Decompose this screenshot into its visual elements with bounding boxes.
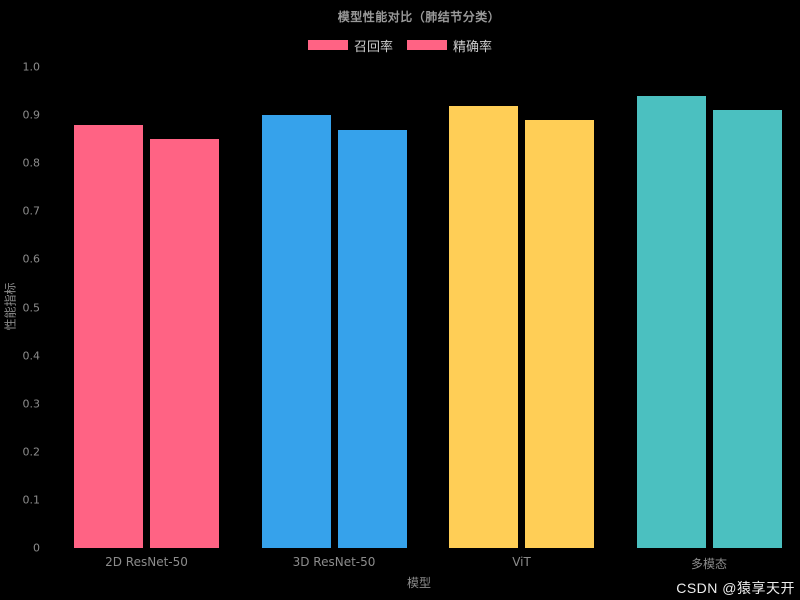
bar — [261, 115, 331, 548]
y-tick-label: 0.5 — [22, 301, 41, 314]
y-tick-label: 0.3 — [22, 397, 41, 411]
y-tick-label: 1.0 — [22, 60, 41, 74]
y-tick-label: 0.4 — [22, 349, 41, 363]
bar — [712, 110, 782, 548]
x-tick-label: ViT — [512, 555, 531, 569]
legend-label-precision: 精确率 — [453, 39, 493, 55]
watermark: CSDN @猿享天开 — [676, 580, 795, 596]
y-tick-label: 0.8 — [22, 156, 41, 170]
legend-item-recall: 召回率 — [307, 36, 393, 55]
x-tick-label: 多模态 — [690, 557, 728, 571]
legend-swatch-precision — [407, 40, 447, 50]
bar — [150, 139, 219, 548]
legend: 召回率 精确率 — [0, 36, 800, 55]
plot-area — [48, 67, 790, 548]
y-tick-label: 0 — [33, 541, 40, 555]
chart-title: 模型性能对比（肺结节分类） — [337, 10, 501, 24]
bar — [636, 95, 706, 548]
x-tick-label: 2D ResNet-50 — [105, 555, 188, 569]
legend-swatch-recall — [307, 40, 348, 50]
bar — [74, 124, 143, 548]
y-tick-label: 0.2 — [22, 445, 41, 459]
legend-label-recall: 召回率 — [353, 39, 393, 55]
bar — [449, 105, 518, 548]
bar — [525, 119, 594, 548]
y-tick-label: 0.6 — [22, 252, 41, 266]
bar — [337, 129, 407, 548]
x-axis-label: 模型 — [406, 576, 431, 590]
y-tick-label: 0.1 — [22, 493, 41, 507]
x-tick-label: 3D ResNet-50 — [292, 555, 376, 569]
y-tick-label: 0.7 — [22, 204, 41, 218]
y-tick-label: 0.9 — [22, 108, 41, 122]
legend-item-precision: 精确率 — [407, 36, 492, 55]
